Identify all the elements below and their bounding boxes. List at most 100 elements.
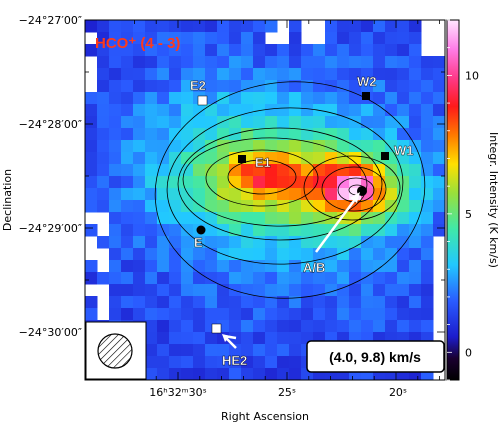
- intensity-pixel: [397, 308, 410, 321]
- intensity-pixel: [289, 32, 302, 45]
- intensity-pixel: [301, 272, 314, 285]
- intensity-pixel: [325, 20, 338, 33]
- intensity-pixel: [361, 200, 374, 213]
- intensity-pixel: [157, 296, 170, 309]
- intensity-pixel: [409, 236, 422, 249]
- intensity-pixel: [241, 56, 254, 69]
- intensity-pixel: [337, 20, 350, 33]
- intensity-pixel: [229, 344, 242, 357]
- intensity-pixel: [421, 296, 434, 309]
- intensity-pixel: [109, 20, 122, 33]
- intensity-pixel: [265, 224, 278, 237]
- intensity-pixel: [385, 80, 398, 93]
- intensity-pixel: [217, 164, 230, 177]
- intensity-pixel: [205, 284, 218, 297]
- intensity-pixel: [145, 116, 158, 129]
- intensity-pixel: [157, 284, 170, 297]
- intensity-pixel: [337, 224, 350, 237]
- intensity-pixel: [337, 272, 350, 285]
- intensity-pixel: [205, 56, 218, 69]
- intensity-pixel: [277, 344, 290, 357]
- source-marker-e: [196, 225, 206, 235]
- intensity-pixel: [85, 104, 98, 117]
- intensity-pixel: [337, 116, 350, 129]
- intensity-pixel: [133, 248, 146, 261]
- intensity-pixel: [289, 248, 302, 261]
- intensity-pixel: [133, 224, 146, 237]
- intensity-pixel: [325, 296, 338, 309]
- intensity-pixel: [421, 224, 434, 237]
- intensity-pixel: [109, 272, 122, 285]
- intensity-pixel: [301, 152, 314, 165]
- intensity-pixel: [157, 272, 170, 285]
- arrow-ab: [314, 197, 358, 253]
- intensity-pixel: [241, 224, 254, 237]
- intensity-pixel: [301, 308, 314, 321]
- intensity-pixel: [373, 44, 386, 57]
- source-marker-e1: [238, 155, 246, 163]
- intensity-pixel: [145, 368, 158, 380]
- intensity-pixel: [241, 116, 254, 129]
- intensity-pixel: [241, 140, 254, 153]
- intensity-pixel: [265, 368, 278, 380]
- intensity-pixel: [145, 284, 158, 297]
- intensity-pixel: [289, 320, 302, 333]
- intensity-pixel: [205, 32, 218, 45]
- intensity-pixel: [397, 116, 410, 129]
- intensity-pixel: [397, 44, 410, 57]
- intensity-pixel: [169, 368, 182, 380]
- intensity-pixel: [289, 236, 302, 249]
- intensity-pixel: [397, 320, 410, 333]
- intensity-pixel: [193, 32, 206, 45]
- intensity-pixel: [289, 104, 302, 117]
- intensity-pixel: [181, 332, 194, 345]
- intensity-pixel: [325, 248, 338, 261]
- intensity-pixel: [181, 284, 194, 297]
- intensity-pixel: [349, 296, 362, 309]
- intensity-pixel: [97, 188, 110, 201]
- intensity-pixel: [361, 116, 374, 129]
- intensity-pixel: [421, 284, 434, 297]
- intensity-pixel: [385, 188, 398, 201]
- intensity-pixel: [325, 56, 338, 69]
- intensity-pixel: [349, 32, 362, 45]
- intensity-pixel: [181, 356, 194, 369]
- intensity-pixel: [253, 224, 266, 237]
- intensity-pixel: [133, 116, 146, 129]
- intensity-pixel: [109, 296, 122, 309]
- intensity-pixel: [121, 200, 134, 213]
- intensity-pixel: [229, 176, 242, 189]
- intensity-pixel: [121, 248, 134, 261]
- intensity-pixel: [277, 236, 290, 249]
- intensity-pixel: [133, 212, 146, 225]
- intensity-pixel: [109, 200, 122, 213]
- intensity-pixel: [169, 44, 182, 57]
- intensity-pixel: [397, 236, 410, 249]
- intensity-pixel: [145, 20, 158, 33]
- intensity-pixel: [157, 116, 170, 129]
- intensity-pixel: [253, 92, 266, 105]
- intensity-pixel: [313, 296, 326, 309]
- intensity-pixel: [397, 140, 410, 153]
- intensity-pixel: [241, 356, 254, 369]
- intensity-pixel: [133, 188, 146, 201]
- intensity-pixel: [121, 236, 134, 249]
- intensity-pixel: [169, 56, 182, 69]
- intensity-pixel: [169, 20, 182, 33]
- intensity-pixel: [157, 236, 170, 249]
- contour-line: [303, 155, 401, 221]
- intensity-pixel: [109, 128, 122, 141]
- intensity-pixel: [205, 260, 218, 273]
- intensity-pixel: [133, 308, 146, 321]
- intensity-pixel: [205, 248, 218, 261]
- intensity-pixel: [241, 248, 254, 261]
- intensity-pixel: [169, 224, 182, 237]
- intensity-pixel: [301, 296, 314, 309]
- intensity-pixel: [421, 212, 434, 225]
- intensity-pixel: [373, 140, 386, 153]
- intensity-pixel: [265, 332, 278, 345]
- intensity-pixel: [289, 116, 302, 129]
- intensity-pixel: [265, 164, 278, 177]
- intensity-pixel: [409, 116, 422, 129]
- x-tick-label: 20ˢ: [389, 386, 407, 399]
